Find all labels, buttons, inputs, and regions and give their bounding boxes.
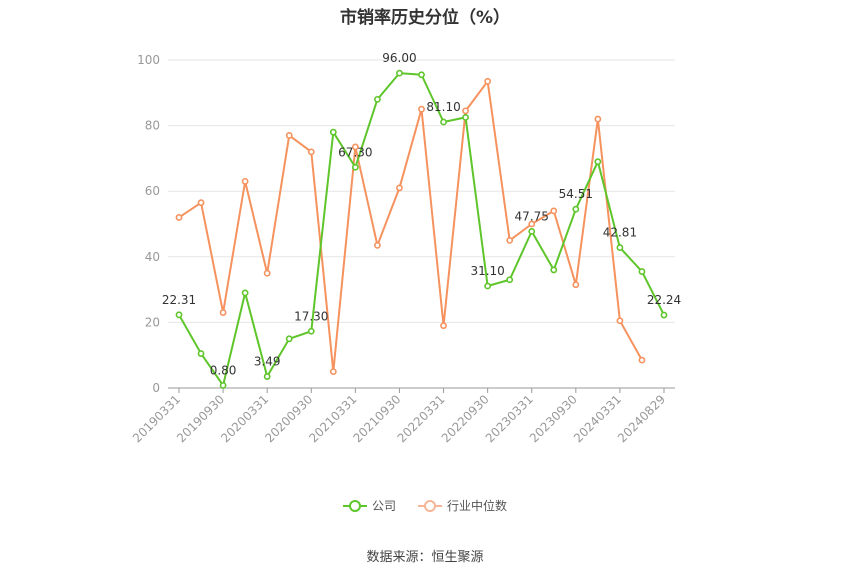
- data-point: [307, 327, 315, 335]
- line-chart: 0 20 40 60 80 100 201903312019093020200331202…: [130, 51, 681, 445]
- data-point: [285, 335, 293, 343]
- y-tick-label: 40: [145, 250, 160, 264]
- series-layer: [175, 69, 668, 389]
- data-label: 22.31: [162, 293, 196, 307]
- data-point: [351, 163, 359, 171]
- legend-item-company[interactable]: 公司: [342, 497, 396, 514]
- data-label: 67.30: [338, 145, 372, 159]
- data-label: 42.81: [603, 226, 637, 240]
- data-point: [550, 266, 558, 274]
- data-label: 81.10: [426, 100, 460, 114]
- data-point: [329, 368, 337, 375]
- legend: 公司 行业中位数: [0, 497, 850, 514]
- y-tick-label: 20: [145, 315, 160, 329]
- y-axis: 0 20 40 60 80 100: [137, 53, 160, 395]
- data-point: [307, 148, 315, 156]
- data-point: [418, 105, 425, 113]
- data-point: [175, 214, 183, 221]
- data-point: [616, 244, 624, 251]
- data-point: [528, 220, 536, 228]
- grid-lines: [168, 59, 675, 323]
- data-label: 47.75: [515, 209, 549, 223]
- data-point: [374, 241, 381, 249]
- data-point: [660, 311, 668, 319]
- data-label: 22.24: [647, 293, 681, 307]
- legend-label-company: 公司: [371, 499, 396, 513]
- chart-title: 市销率历史分位（%）: [339, 8, 511, 28]
- data-label: 31.10: [470, 264, 504, 278]
- data-point: [550, 207, 558, 215]
- data-point: [594, 115, 602, 123]
- data-label: 17.30: [294, 309, 328, 323]
- data-point: [506, 276, 514, 284]
- data-point: [440, 118, 447, 126]
- data-label: 96.00: [382, 51, 416, 65]
- data-point: [506, 236, 514, 244]
- data-point: [396, 69, 403, 77]
- data-point: [484, 282, 492, 290]
- data-point: [219, 309, 227, 316]
- legend-swatch-company: [342, 499, 367, 513]
- data-point: [528, 227, 536, 235]
- data-point: [616, 317, 624, 325]
- x-tick-label: 20240829: [615, 392, 668, 445]
- data-labels: 22.31 0.80 3.49 17.30 67.30 96.00 81.10 31.10 47…: [162, 51, 681, 377]
- data-point: [572, 205, 580, 213]
- data-point: [594, 158, 602, 166]
- data-point: [396, 184, 403, 192]
- data-point: [440, 322, 447, 330]
- series-industry-median: [175, 77, 646, 375]
- data-point: [638, 268, 646, 275]
- y-tick-label: 0: [152, 381, 160, 395]
- data-point: [241, 289, 249, 297]
- data-label: 3.49: [254, 355, 281, 369]
- legend-label-industry-median: 行业中位数: [447, 499, 508, 513]
- y-tick-label: 80: [145, 119, 160, 133]
- data-point: [285, 132, 293, 139]
- legend-item-industry-median[interactable]: 行业中位数: [418, 497, 507, 514]
- series-line: [178, 80, 643, 373]
- x-axis: 2019033120190930202003312020093020210331…: [130, 387, 675, 445]
- data-point: [175, 311, 183, 319]
- data-point: [572, 281, 580, 289]
- y-tick-label: 60: [145, 184, 160, 198]
- data-label: 0.80: [210, 363, 237, 377]
- data-point: [484, 77, 492, 85]
- data-point: [418, 71, 425, 79]
- legend-swatch-industry-median: [418, 499, 442, 513]
- data-label: 54.51: [559, 187, 593, 201]
- y-tick-label: 100: [137, 53, 160, 67]
- data-point: [329, 128, 337, 136]
- data-point: [197, 350, 205, 357]
- data-point: [462, 114, 469, 121]
- data-point: [638, 356, 646, 364]
- source-note: 数据来源：恒生聚源: [366, 550, 484, 565]
- data-point: [462, 107, 469, 115]
- data-point: [241, 177, 249, 185]
- data-point: [351, 143, 359, 151]
- data-point: [219, 381, 227, 389]
- series-line: [178, 72, 665, 387]
- series-company: [175, 69, 668, 389]
- data-point: [374, 95, 381, 103]
- data-point: [263, 373, 271, 380]
- data-point: [197, 199, 205, 207]
- data-point: [263, 269, 271, 277]
